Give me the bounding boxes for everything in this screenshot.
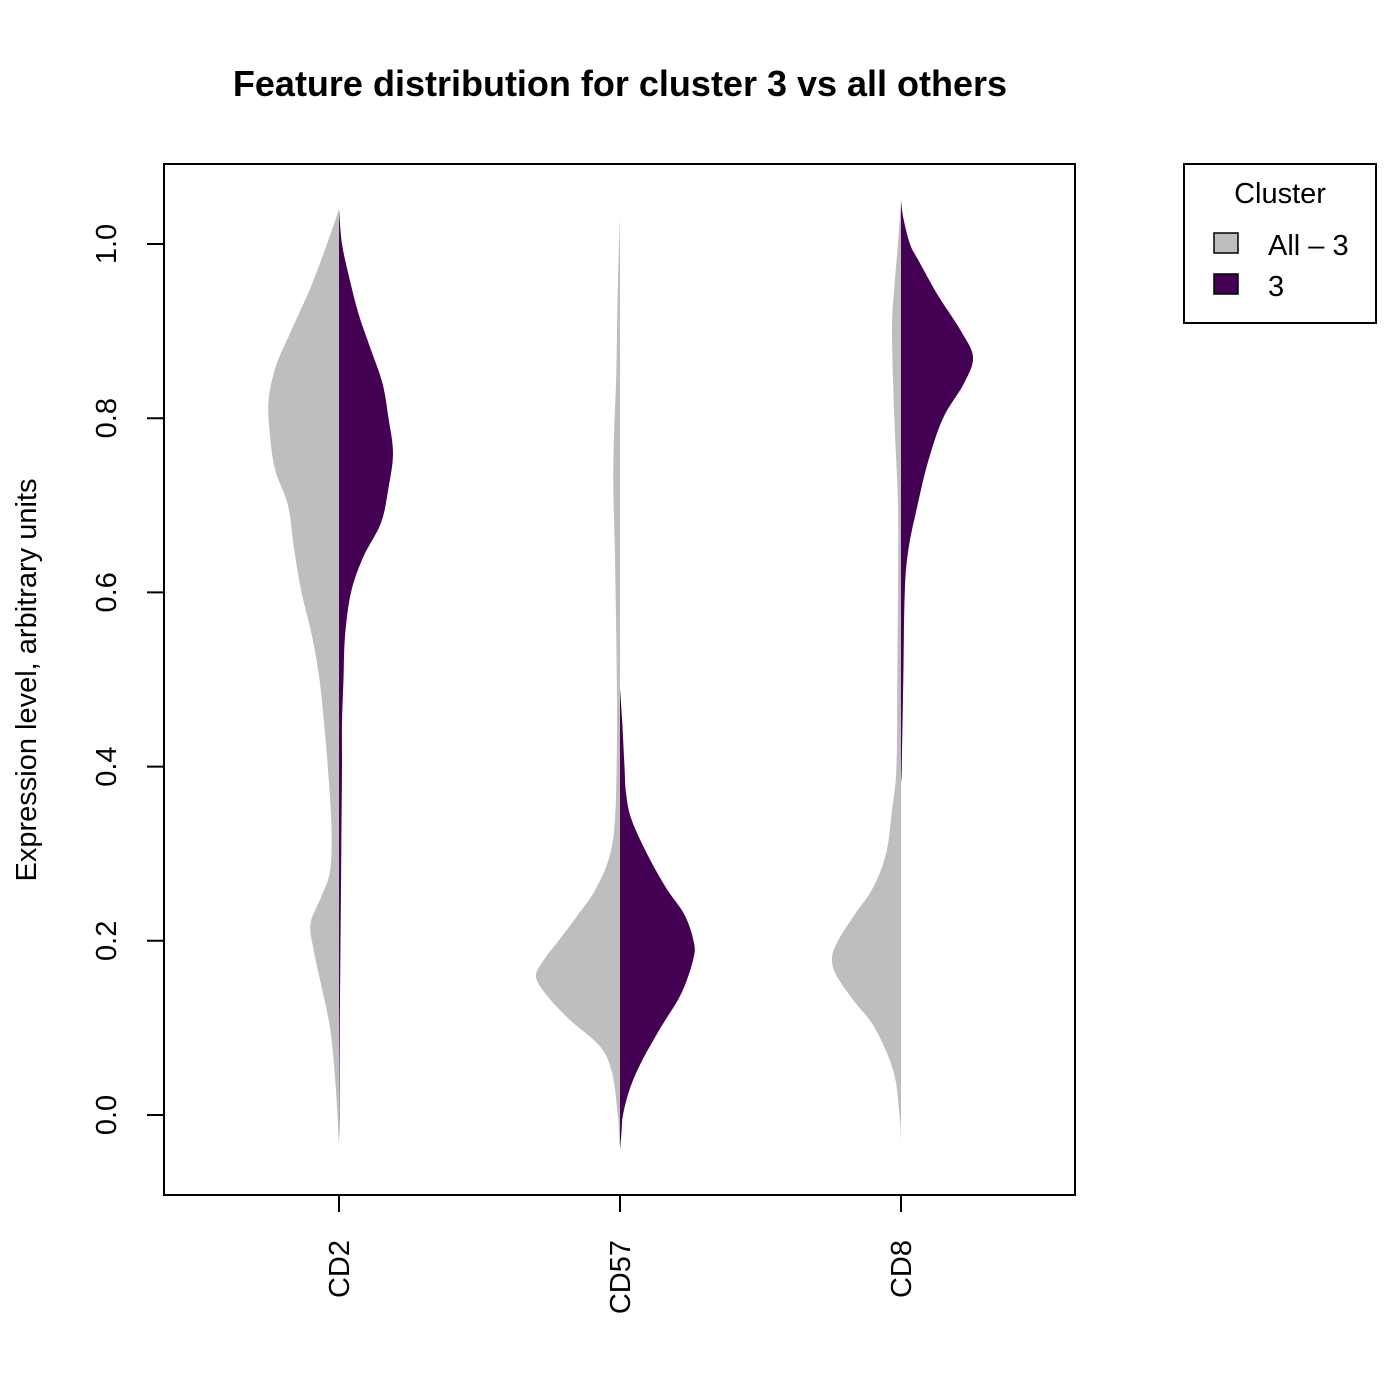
legend-swatch-all-others bbox=[1213, 232, 1239, 254]
x-axis: CD2 CD57 CD8 bbox=[324, 1195, 918, 1314]
violin-half-cd57-all-others bbox=[536, 217, 620, 1150]
violin-half-cd57-cluster-3 bbox=[620, 688, 695, 1150]
legend-title: Cluster bbox=[1234, 178, 1326, 210]
violin-group bbox=[268, 200, 974, 1150]
y-tick-label: 0.4 bbox=[91, 746, 123, 786]
violin-half-cd8-all-others bbox=[831, 200, 901, 1142]
legend-label-all-others: All – 3 bbox=[1268, 230, 1349, 262]
violin-half-cd8-cluster-3 bbox=[901, 200, 974, 784]
y-axis-title: Expression level, arbitrary units bbox=[11, 479, 43, 882]
x-tick-label-cd2: CD2 bbox=[324, 1240, 356, 1298]
legend: Cluster All – 3 3 bbox=[1183, 163, 1377, 324]
y-tick-label: 0.0 bbox=[91, 1095, 123, 1135]
violin-half-cd2-cluster-3 bbox=[339, 209, 393, 1142]
x-tick-label-cd8: CD8 bbox=[886, 1240, 918, 1298]
y-tick-label: 0.2 bbox=[91, 921, 123, 961]
violin-half-cd2-all-others bbox=[268, 209, 339, 1150]
legend-swatch-cluster-3 bbox=[1213, 273, 1239, 295]
legend-label-cluster-3: 3 bbox=[1268, 271, 1284, 303]
chart-title: Feature distribution for cluster 3 vs al… bbox=[233, 63, 1007, 104]
y-tick-label: 1.0 bbox=[91, 224, 123, 264]
y-tick-label: 0.6 bbox=[91, 572, 123, 612]
y-tick-label: 0.8 bbox=[91, 398, 123, 438]
y-axis: 0.0 0.2 0.4 0.6 0.8 1.0 bbox=[91, 224, 165, 1135]
x-tick-label-cd57: CD57 bbox=[605, 1240, 637, 1314]
